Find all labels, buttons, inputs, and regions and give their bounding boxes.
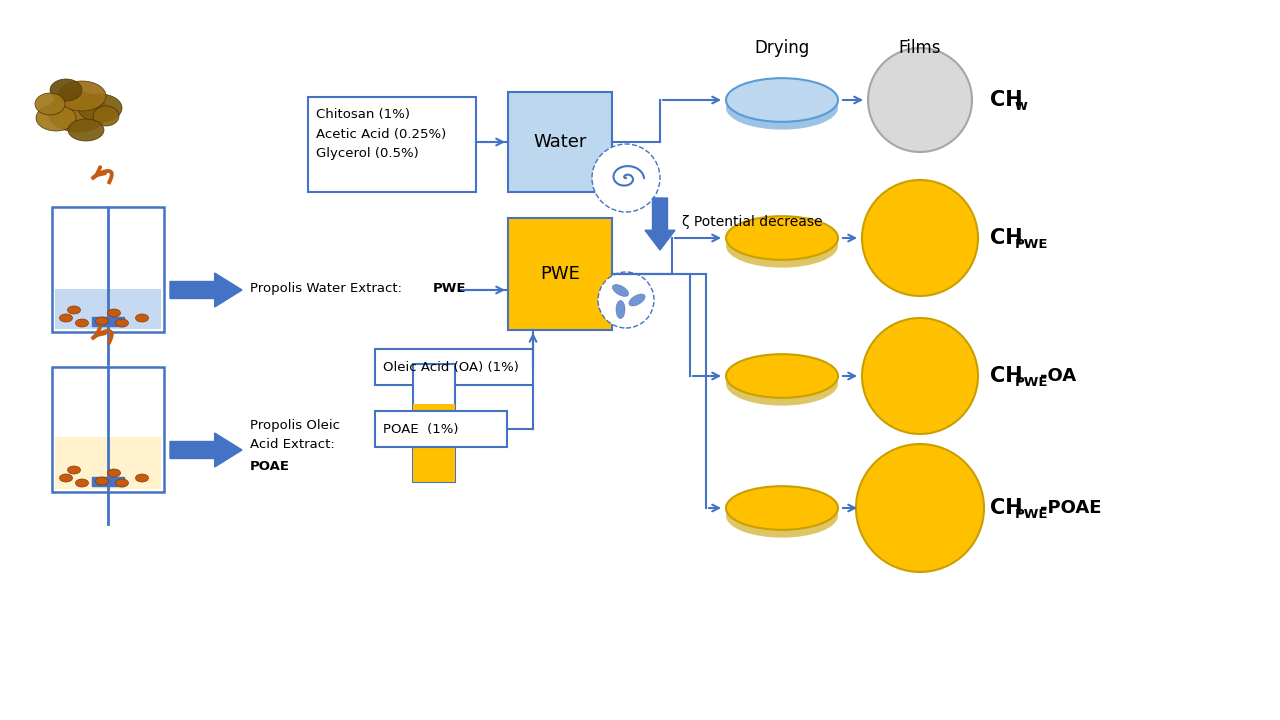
Ellipse shape (68, 119, 104, 141)
Ellipse shape (50, 79, 82, 101)
Text: -OA: -OA (1039, 367, 1076, 385)
Ellipse shape (856, 444, 984, 572)
Ellipse shape (96, 477, 109, 485)
Text: PWE: PWE (540, 265, 580, 283)
Text: CH: CH (989, 90, 1023, 110)
Ellipse shape (726, 78, 838, 122)
Text: Propolis Water Extract:: Propolis Water Extract: (250, 282, 406, 294)
FancyBboxPatch shape (308, 97, 476, 192)
Polygon shape (170, 433, 242, 467)
Polygon shape (170, 273, 242, 307)
FancyBboxPatch shape (55, 289, 161, 329)
FancyBboxPatch shape (375, 411, 507, 447)
Ellipse shape (76, 319, 88, 327)
Ellipse shape (115, 319, 128, 327)
Ellipse shape (68, 306, 81, 314)
Ellipse shape (115, 479, 128, 487)
Circle shape (598, 272, 654, 328)
FancyBboxPatch shape (375, 349, 532, 385)
Text: PWE: PWE (1015, 376, 1048, 389)
Ellipse shape (108, 309, 120, 317)
Text: CH: CH (989, 498, 1023, 518)
Ellipse shape (861, 180, 978, 296)
Ellipse shape (93, 106, 119, 126)
FancyBboxPatch shape (413, 404, 454, 482)
Text: POAE: POAE (250, 461, 291, 474)
FancyBboxPatch shape (55, 436, 161, 489)
Ellipse shape (36, 105, 76, 131)
Ellipse shape (726, 216, 838, 260)
Ellipse shape (35, 93, 65, 115)
Ellipse shape (861, 318, 978, 434)
Ellipse shape (616, 300, 625, 318)
Text: Water: Water (534, 133, 586, 151)
Ellipse shape (59, 474, 73, 482)
FancyBboxPatch shape (508, 92, 612, 192)
Ellipse shape (76, 479, 88, 487)
Ellipse shape (49, 92, 108, 132)
FancyBboxPatch shape (508, 218, 612, 330)
Circle shape (591, 144, 660, 212)
Ellipse shape (726, 224, 838, 268)
Text: PWE: PWE (1015, 508, 1048, 521)
Ellipse shape (868, 48, 972, 152)
Text: CH: CH (989, 228, 1023, 248)
FancyBboxPatch shape (92, 317, 124, 326)
Ellipse shape (136, 314, 148, 322)
FancyBboxPatch shape (413, 364, 454, 482)
Ellipse shape (96, 317, 109, 325)
Text: Chitosan (1%)
Acetic Acid (0.25%)
Glycerol (0.5%): Chitosan (1%) Acetic Acid (0.25%) Glycer… (316, 108, 447, 160)
Ellipse shape (68, 466, 81, 474)
Ellipse shape (108, 469, 120, 477)
Text: Propolis Oleic
Acid Extract:: Propolis Oleic Acid Extract: (250, 419, 340, 451)
Ellipse shape (726, 354, 838, 398)
Ellipse shape (628, 294, 645, 306)
Ellipse shape (726, 486, 838, 530)
Text: CH: CH (989, 366, 1023, 386)
Text: Oleic Acid (OA) (1%): Oleic Acid (OA) (1%) (383, 361, 518, 374)
Ellipse shape (78, 94, 122, 122)
Text: PWE: PWE (433, 282, 466, 294)
Text: w: w (1015, 99, 1028, 113)
FancyBboxPatch shape (92, 477, 124, 486)
Text: Films: Films (899, 39, 941, 57)
Ellipse shape (726, 86, 838, 130)
Text: Drying: Drying (754, 39, 810, 57)
Ellipse shape (612, 284, 628, 297)
Ellipse shape (59, 314, 73, 322)
Text: PWE: PWE (1015, 238, 1048, 251)
Ellipse shape (726, 362, 838, 405)
Ellipse shape (726, 494, 838, 538)
Text: POAE  (1%): POAE (1%) (383, 423, 458, 436)
Ellipse shape (58, 81, 106, 111)
Text: ζ Potential decrease: ζ Potential decrease (682, 215, 823, 229)
Text: -POAE: -POAE (1039, 499, 1102, 517)
Ellipse shape (136, 474, 148, 482)
Polygon shape (645, 198, 675, 250)
